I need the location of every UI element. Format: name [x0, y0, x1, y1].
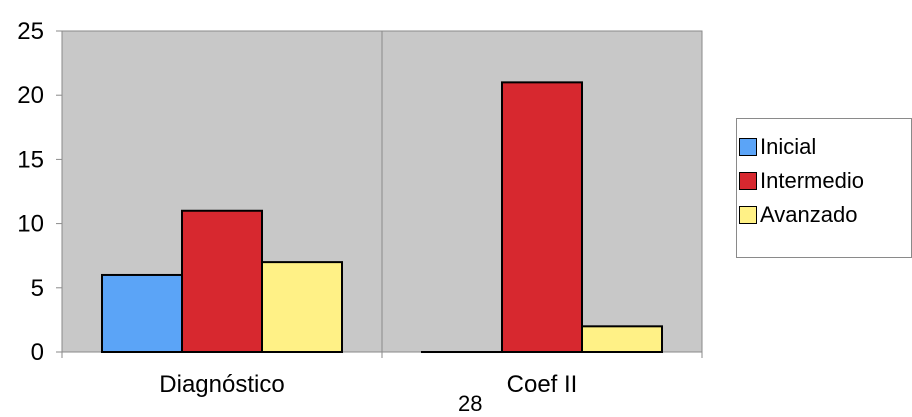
- legend-item: Intermedio: [739, 164, 911, 198]
- legend-swatch: [739, 138, 757, 156]
- legend-swatch: [739, 206, 757, 224]
- y-tick-label: 15: [17, 146, 44, 173]
- y-tick-label: 20: [17, 82, 44, 109]
- y-axis: 0 5 10 15 20 25: [17, 18, 62, 366]
- legend-label: Intermedio: [760, 168, 864, 193]
- legend-label: Inicial: [760, 134, 817, 159]
- legend-item: Avanzado: [739, 198, 911, 232]
- legend-item: Inicial: [739, 130, 911, 164]
- bar-avanzado-0: [261, 261, 343, 353]
- y-tick-label: 0: [31, 339, 44, 366]
- y-tick-label: 10: [17, 211, 44, 238]
- y-tick-label: 5: [31, 275, 44, 302]
- page-number: 28: [458, 391, 483, 416]
- bar-inicial-0: [101, 273, 183, 353]
- bar-intermedio-1: [501, 81, 583, 354]
- bar-avanzado-1: [581, 325, 663, 354]
- x-category-label: Coef II: [507, 371, 578, 398]
- legend-label: Avanzado: [760, 202, 858, 227]
- y-tick-label: 25: [17, 18, 44, 45]
- bar-intermedio-0: [181, 209, 263, 353]
- x-axis: Diagnóstico Coef II: [159, 371, 577, 398]
- x-category-label: Diagnóstico: [159, 371, 284, 398]
- category-dividers: [61, 31, 703, 358]
- bars: [101, 81, 663, 354]
- legend-swatch: [739, 172, 757, 190]
- legend: Inicial Intermedio Avanzado: [736, 118, 912, 258]
